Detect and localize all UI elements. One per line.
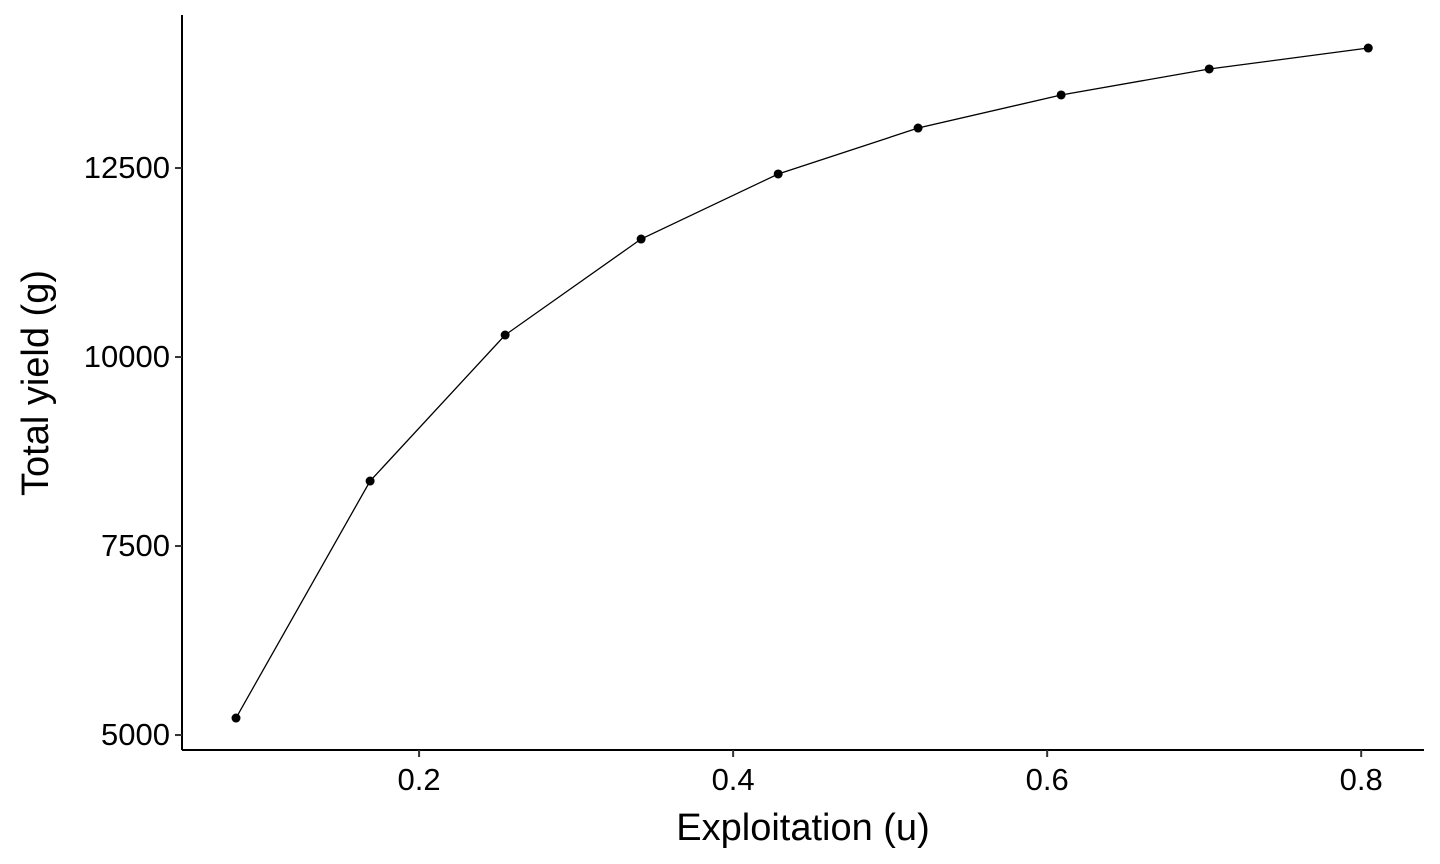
point (231, 713, 241, 723)
point (365, 476, 375, 486)
point (1204, 64, 1214, 74)
point (773, 169, 783, 179)
point (500, 330, 510, 340)
y-tick-label: 7500 (101, 528, 170, 563)
point (913, 123, 923, 133)
y-tick-label: 5000 (101, 717, 170, 752)
x-axis-title: Exploitation (u) (676, 807, 929, 849)
x-tick-label: 0.6 (1026, 762, 1069, 797)
point (636, 234, 646, 244)
point (1056, 90, 1066, 100)
x-tick-label: 0.4 (712, 762, 755, 797)
x-tick-label: 0.8 (1340, 762, 1383, 797)
x-tick-label: 0.2 (398, 762, 441, 797)
y-tick-label: 10000 (84, 339, 170, 374)
line (235, 47, 1369, 719)
y-tick-label: 12500 (84, 150, 170, 185)
y-axis-title: Total yield (g) (15, 270, 57, 496)
point (1363, 43, 1373, 53)
